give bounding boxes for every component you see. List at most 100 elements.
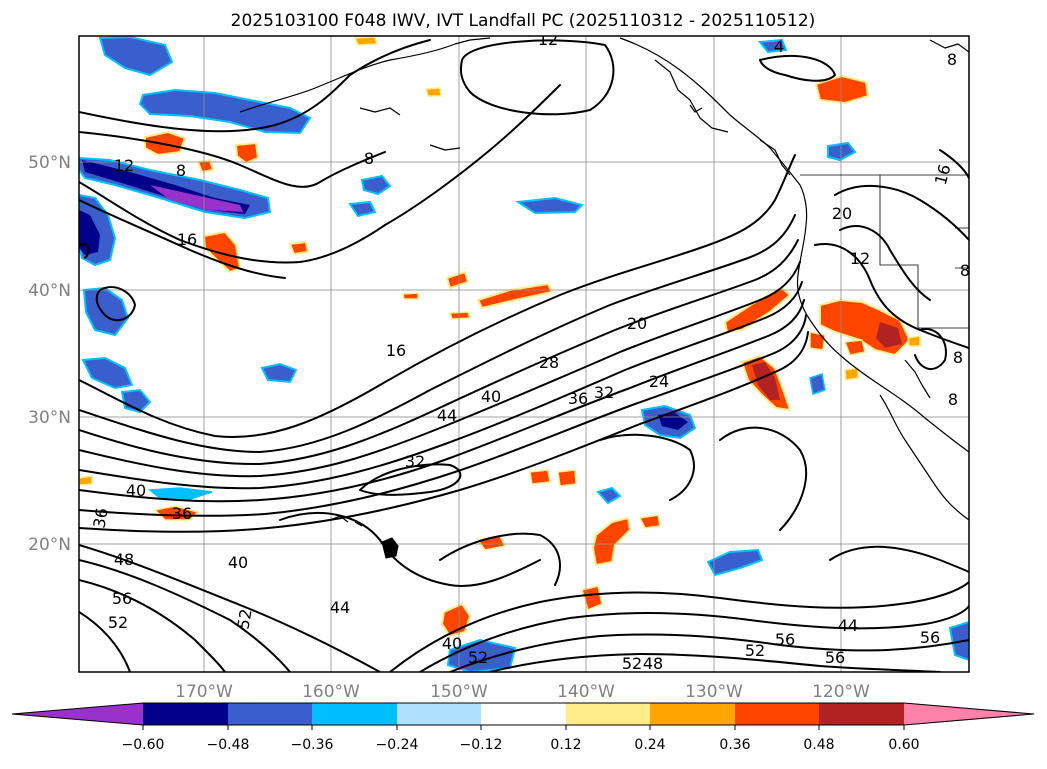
blue-region xyxy=(596,486,622,505)
orange-region xyxy=(591,516,632,567)
orange-region xyxy=(638,514,661,529)
contour-label: 28 xyxy=(539,353,559,372)
lat-label: 30°N xyxy=(28,408,71,428)
contour-label: 8 xyxy=(947,50,957,69)
contour-label: 44 xyxy=(330,598,350,617)
map-frame xyxy=(78,35,970,673)
red-core xyxy=(752,362,780,400)
colorbar-tick-label: −0.36 xyxy=(291,737,334,753)
contour-label: 56 xyxy=(775,630,795,649)
orange-region xyxy=(196,158,215,174)
colorbar-tick-label: −0.24 xyxy=(376,737,419,753)
orange-region xyxy=(288,240,310,256)
contour-label: 44 xyxy=(437,406,457,425)
blue-region xyxy=(98,36,174,77)
contour-label: 36 xyxy=(172,504,192,523)
contour-label: 8 xyxy=(176,161,186,180)
contour-label: 56 xyxy=(112,589,132,608)
contour-label: 16 xyxy=(931,162,955,187)
colorbar-tick-label: 0.12 xyxy=(550,737,581,753)
lon-label: 150°W xyxy=(430,682,488,702)
lat-label: 20°N xyxy=(28,535,71,555)
colorbar-tick-label: 0.36 xyxy=(719,737,750,753)
contour-label: 52 xyxy=(745,641,765,660)
contour-label: 56 xyxy=(920,628,940,647)
contour-label: 8 xyxy=(364,149,374,168)
orange-region xyxy=(557,469,577,487)
contour-label: 36 xyxy=(89,506,111,529)
contour-label: 48 xyxy=(114,550,134,569)
contour-label: 24 xyxy=(649,372,669,391)
colorbar-segment xyxy=(228,703,312,725)
lat-label: 50°N xyxy=(28,153,71,173)
blue-region xyxy=(348,200,377,218)
blue-region xyxy=(809,373,826,395)
longitude-labels: 170°W 160°W 150°W 140°W 130°W 120°W xyxy=(175,682,870,702)
contour-labels: 12 4 8 8 12 8 16 16 20 20 12 8 28 24 36 … xyxy=(89,30,970,673)
blue-region xyxy=(515,196,584,215)
contour-label: 20 xyxy=(832,204,852,223)
contour-label: 20 xyxy=(627,314,647,333)
contour-label: 8 xyxy=(948,390,958,409)
colorbar-extend-high xyxy=(904,703,1034,725)
contour-label: 16 xyxy=(386,341,406,360)
blue-region xyxy=(81,356,134,390)
blue-region xyxy=(138,88,312,135)
contour-label: 40 xyxy=(126,481,146,500)
orange-region xyxy=(425,87,442,97)
orange-region xyxy=(814,74,870,105)
contour-label: 52 xyxy=(233,607,255,630)
contour-label: 52 xyxy=(108,613,128,632)
contour-label: 4 xyxy=(774,37,784,56)
blue-region xyxy=(706,548,764,577)
blue-region xyxy=(360,174,392,196)
coastlines xyxy=(239,37,969,559)
orange-region xyxy=(809,331,826,351)
colorbar-tick-label: 0.60 xyxy=(888,737,919,753)
contour-label: 52 xyxy=(468,648,488,667)
blue-region xyxy=(120,388,152,414)
colorbar-ticks xyxy=(142,725,905,730)
lon-label: 170°W xyxy=(175,682,233,702)
contour-label: 12 xyxy=(114,156,134,175)
colorbar-segment xyxy=(735,703,819,725)
contour-label: 48 xyxy=(643,654,663,673)
colorbar-segment xyxy=(312,703,397,725)
colorbar-segment xyxy=(143,703,228,725)
contour-label: 32 xyxy=(405,452,425,471)
map-area: 12 4 8 8 12 8 16 16 20 20 12 8 28 24 36 … xyxy=(79,30,970,673)
contour-label: 8 xyxy=(953,348,963,367)
contour-label: 40 xyxy=(481,387,501,406)
blue-region xyxy=(758,38,788,54)
orange-region xyxy=(234,141,260,165)
colorbar-tick-label: −0.48 xyxy=(207,737,250,753)
orange-region xyxy=(529,469,551,485)
lon-label: 120°W xyxy=(812,682,870,702)
orange-region xyxy=(79,475,93,486)
latitude-labels: 50°N 40°N 30°N 20°N xyxy=(28,153,71,555)
orange-region xyxy=(844,367,859,381)
orange-region xyxy=(907,335,921,347)
lon-label: 160°W xyxy=(302,682,360,702)
contour-label: 12 xyxy=(538,30,558,49)
blue-region xyxy=(260,362,298,384)
contour-label: 56 xyxy=(825,648,845,667)
contour-label: 40 xyxy=(442,634,462,653)
red-core xyxy=(876,322,902,348)
colorbar: −0.60 −0.48 −0.36 −0.24 −0.12 0.12 0.24 … xyxy=(11,702,1035,753)
map-title: 2025103100 F048 IWV, IVT Landfall PC (20… xyxy=(231,11,816,31)
colorbar-extend-low xyxy=(12,703,143,725)
colorbar-segment xyxy=(397,703,481,725)
orange-region xyxy=(843,339,866,356)
orange-region xyxy=(353,36,378,46)
colorbar-tick-label: 0.48 xyxy=(803,737,834,753)
orange-region xyxy=(402,292,419,300)
contour-label: 8 xyxy=(960,261,970,280)
blue-region xyxy=(148,487,213,500)
contour-label: 16 xyxy=(177,230,197,249)
hawaii-island xyxy=(381,537,399,559)
colorbar-segment xyxy=(481,703,566,725)
contour-label: 44 xyxy=(838,616,858,635)
